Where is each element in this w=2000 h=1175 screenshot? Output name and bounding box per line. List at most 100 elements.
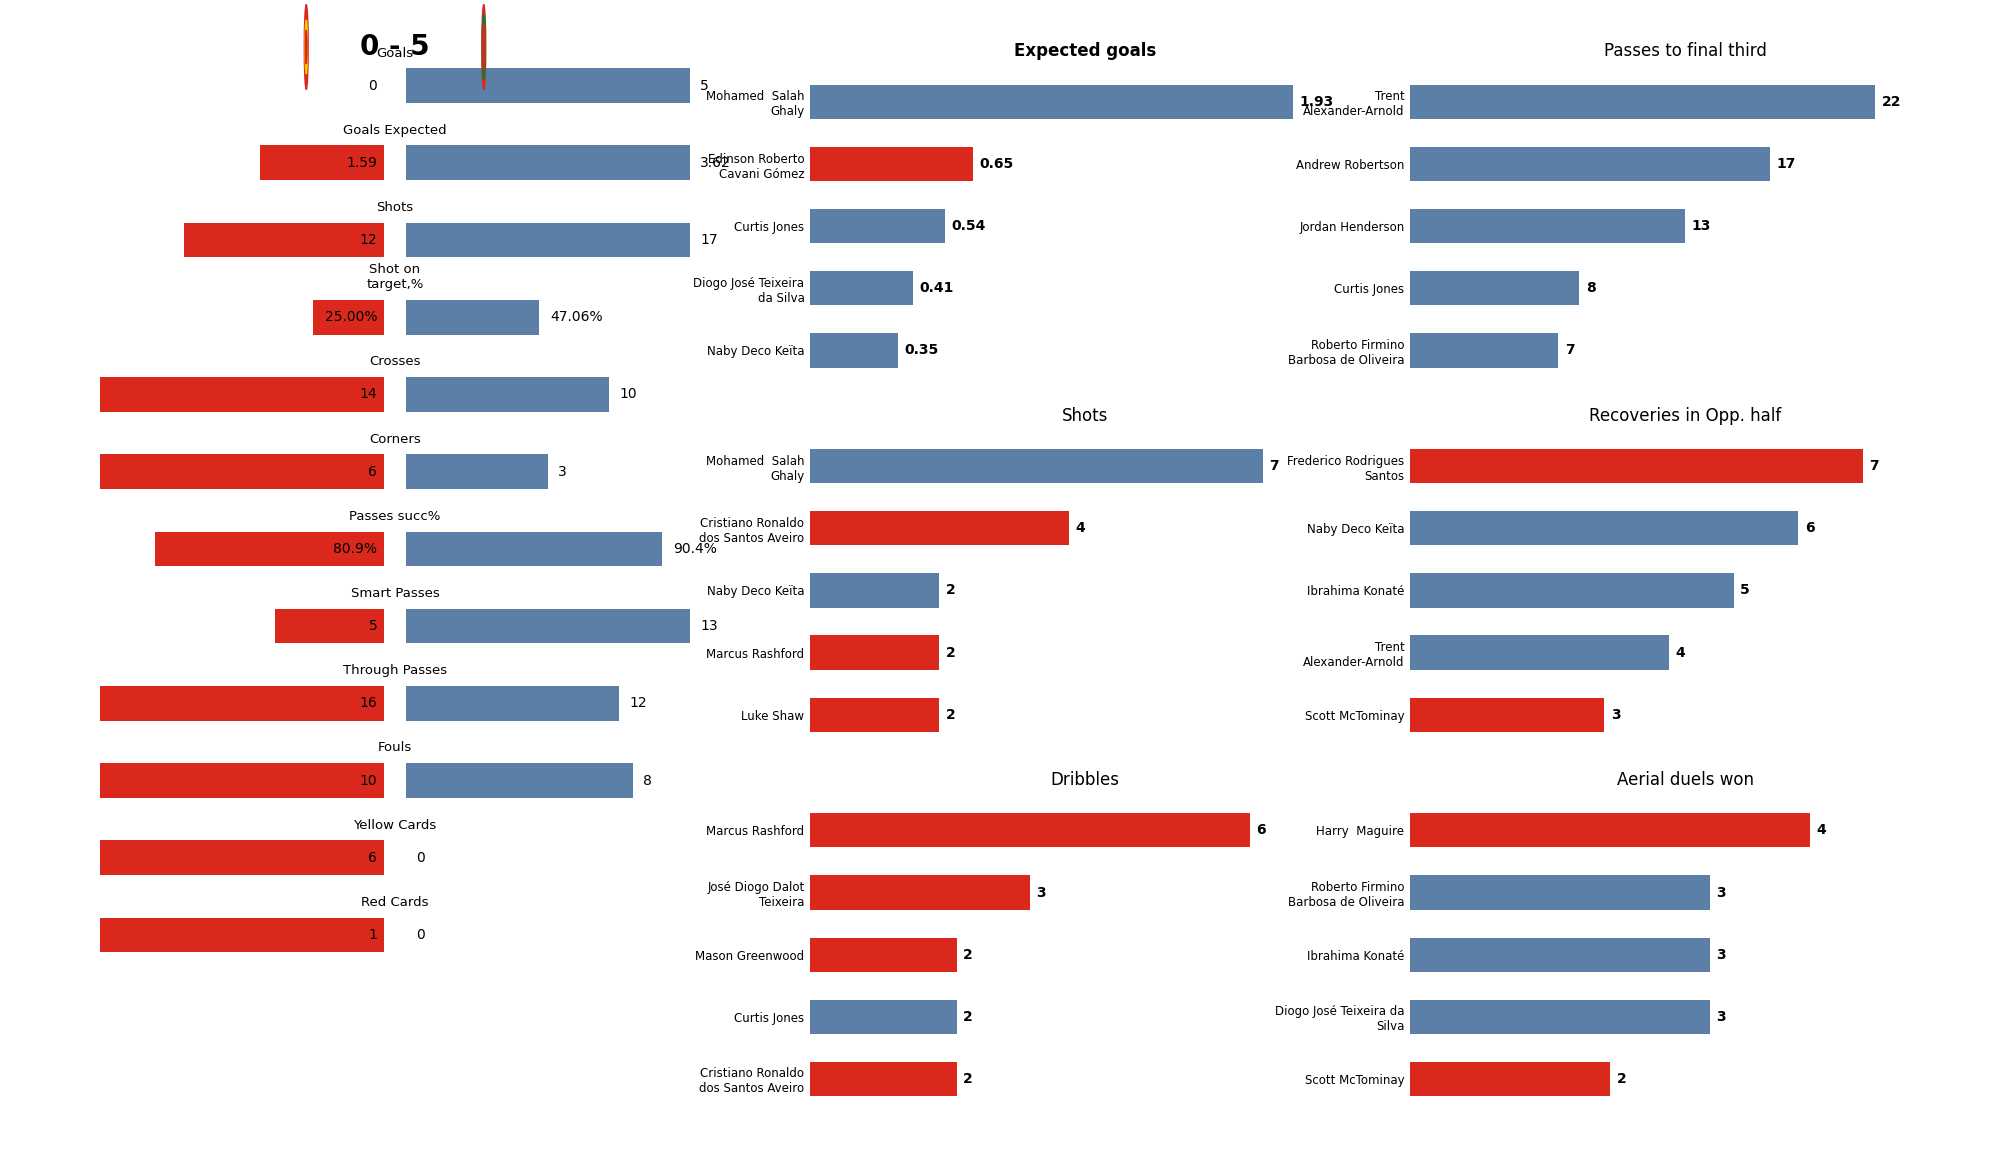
- Text: 6: 6: [1804, 522, 1814, 536]
- Circle shape: [482, 24, 484, 70]
- Text: 6: 6: [368, 464, 378, 478]
- Bar: [100, 686, 384, 720]
- Bar: [406, 609, 690, 644]
- Text: 14: 14: [360, 388, 378, 402]
- Text: 0: 0: [416, 851, 426, 865]
- Text: 2: 2: [946, 707, 956, 721]
- Bar: [810, 1000, 956, 1034]
- Text: 1: 1: [368, 928, 378, 942]
- Bar: [406, 223, 690, 257]
- Bar: [406, 146, 690, 180]
- Title: Dribbles: Dribbles: [1050, 771, 1120, 788]
- Text: 2: 2: [1616, 1072, 1626, 1086]
- Text: 12: 12: [630, 697, 646, 711]
- Text: 4: 4: [1076, 522, 1086, 536]
- Bar: [276, 609, 384, 644]
- Bar: [1410, 813, 1810, 847]
- Text: 2: 2: [964, 1072, 974, 1086]
- Text: 5: 5: [1740, 584, 1750, 597]
- Title: Expected goals: Expected goals: [1014, 42, 1156, 60]
- Text: 0.54: 0.54: [952, 220, 986, 233]
- Text: 1.93: 1.93: [1300, 95, 1334, 109]
- Text: 6: 6: [1256, 824, 1266, 838]
- Bar: [810, 636, 940, 670]
- Bar: [1410, 875, 1710, 909]
- Circle shape: [482, 5, 486, 89]
- Bar: [810, 209, 946, 243]
- Text: Goals Expected: Goals Expected: [344, 123, 446, 136]
- Bar: [810, 698, 940, 732]
- Bar: [260, 146, 384, 180]
- Title: Aerial duels won: Aerial duels won: [1616, 771, 1754, 788]
- Bar: [154, 531, 384, 566]
- Text: Yellow Cards: Yellow Cards: [354, 819, 436, 832]
- Text: 10: 10: [620, 388, 636, 402]
- Text: 4: 4: [1676, 645, 1686, 659]
- Circle shape: [482, 14, 486, 80]
- Bar: [100, 918, 384, 952]
- Text: 5: 5: [368, 619, 378, 633]
- Bar: [810, 147, 972, 181]
- Bar: [810, 85, 1292, 119]
- Text: 16: 16: [360, 697, 378, 711]
- Bar: [810, 449, 1262, 483]
- Text: 0.35: 0.35: [904, 343, 938, 357]
- Bar: [314, 300, 384, 335]
- Text: 2: 2: [964, 1009, 974, 1023]
- Text: 8: 8: [644, 773, 652, 787]
- Bar: [1410, 209, 1686, 243]
- Text: 90.4%: 90.4%: [674, 542, 716, 556]
- Text: Shots: Shots: [376, 201, 414, 214]
- Bar: [406, 300, 540, 335]
- Text: 3: 3: [1716, 1009, 1726, 1023]
- Bar: [1410, 334, 1558, 368]
- Text: Shot on
target,%: Shot on target,%: [366, 263, 424, 291]
- Text: Through Passes: Through Passes: [342, 664, 448, 677]
- Text: 1.59: 1.59: [346, 156, 378, 170]
- Text: 3: 3: [1036, 886, 1046, 900]
- Bar: [100, 764, 384, 798]
- Bar: [1410, 147, 1770, 181]
- Bar: [1410, 511, 1798, 545]
- Bar: [810, 573, 940, 607]
- Text: 22: 22: [1882, 95, 1902, 109]
- Bar: [1410, 698, 1604, 732]
- Bar: [100, 377, 384, 412]
- Text: 0: 0: [368, 79, 378, 93]
- Bar: [1410, 85, 1876, 119]
- Bar: [406, 764, 632, 798]
- Bar: [810, 938, 956, 972]
- Bar: [1410, 938, 1710, 972]
- Text: Red Cards: Red Cards: [362, 895, 428, 909]
- Text: 47.06%: 47.06%: [550, 310, 602, 324]
- Bar: [406, 377, 608, 412]
- Title: Recoveries in Opp. half: Recoveries in Opp. half: [1588, 407, 1782, 424]
- Bar: [1410, 636, 1668, 670]
- Bar: [184, 223, 384, 257]
- Text: 7: 7: [1564, 343, 1574, 357]
- Text: 2: 2: [946, 645, 956, 659]
- Text: Fouls: Fouls: [378, 741, 412, 754]
- Text: 6: 6: [368, 851, 378, 865]
- Bar: [810, 334, 898, 368]
- Text: 2: 2: [946, 584, 956, 597]
- Bar: [1410, 449, 1862, 483]
- Bar: [100, 840, 384, 875]
- Text: 25.00%: 25.00%: [324, 310, 378, 324]
- Text: Corners: Corners: [370, 432, 420, 445]
- Text: 3.62: 3.62: [700, 156, 732, 170]
- Text: 3: 3: [1716, 948, 1726, 961]
- Text: 0.65: 0.65: [980, 157, 1014, 172]
- Text: Crosses: Crosses: [370, 355, 420, 369]
- Bar: [810, 271, 912, 306]
- Text: 3: 3: [558, 464, 568, 478]
- Text: 13: 13: [1692, 220, 1710, 233]
- Text: 13: 13: [700, 619, 718, 633]
- Bar: [1410, 271, 1580, 306]
- Text: Smart Passes: Smart Passes: [350, 588, 440, 600]
- Bar: [406, 68, 690, 103]
- Text: 0: 0: [416, 928, 426, 942]
- Bar: [100, 455, 384, 489]
- Bar: [1410, 1062, 1610, 1096]
- Bar: [406, 455, 548, 489]
